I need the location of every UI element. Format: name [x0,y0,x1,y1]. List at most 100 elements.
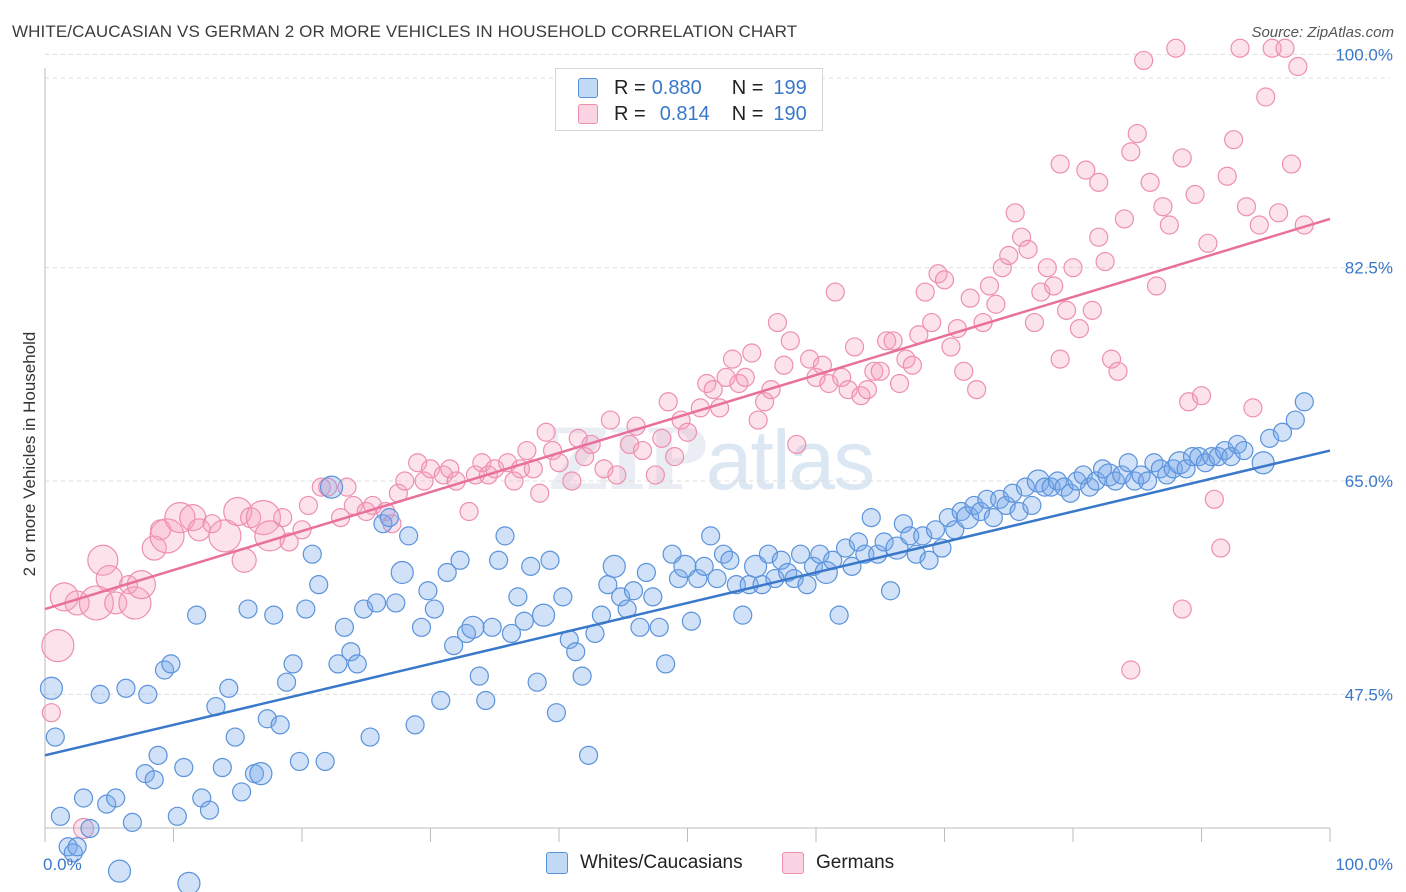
white-point [578,745,599,765]
white-point [379,508,399,528]
white-point [482,617,502,637]
german-point [536,422,556,442]
german-point [1114,209,1135,229]
white-point [848,532,869,552]
german-point [632,440,653,461]
white-point [192,788,212,808]
german-point [395,471,415,491]
german-point [1076,160,1096,180]
legend-n-label: N = [731,76,764,99]
white-point [797,575,817,595]
white-point [461,615,485,639]
german-point [1005,203,1025,223]
white-point [636,562,656,583]
white-point [418,581,438,601]
german-point [1211,538,1231,558]
white-point [90,684,110,704]
white-point [270,715,290,735]
legend-row-whites: R = 0.880 N = 199 [578,75,807,101]
german-point [1249,215,1269,235]
german-point [1230,38,1250,58]
german-point [49,582,79,612]
german-point [915,282,935,302]
legend-label-whites: Whites/Caucasians [580,852,743,873]
legend-r-label: R = [614,102,646,125]
german-point [87,544,119,576]
white-point [411,617,432,637]
white-point [309,575,329,595]
white-point [148,745,168,765]
white-point [386,593,406,613]
white-point [630,617,650,637]
white-point [501,623,522,644]
x-tick-label: 0.0% [43,855,82,874]
german-point [1140,172,1160,192]
german-point [677,422,698,442]
white-point [602,554,626,578]
legend-swatch-pink [782,852,804,874]
german-point [857,379,878,400]
legend-label-germans: Germans [816,852,895,873]
german-point [1121,660,1141,680]
legend-item-germans[interactable]: Germans [782,852,894,874]
white-point [790,544,811,564]
german-point [748,410,768,430]
white-point [138,684,158,704]
white-point [116,678,136,698]
german-point [703,379,723,400]
german-point [202,514,222,534]
white-point [1137,471,1158,491]
white-point [405,715,425,735]
white-point [1176,459,1196,479]
source-label: Source: ZipAtlas.com [1251,24,1394,41]
white-point [531,603,556,627]
german-point [1146,276,1167,296]
white-point [187,605,207,625]
trend-lines [44,217,1331,757]
german-point [735,367,755,388]
german-point [1050,349,1070,369]
white-point [249,762,273,786]
white-point [177,871,201,892]
legend-item-whites[interactable]: Whites/Caucasians [546,852,743,874]
german-point [941,337,961,357]
german-point [1050,154,1070,174]
german-point [78,585,115,621]
german-point [1159,215,1179,235]
german-point [607,465,627,485]
y-tick-label: 47.5% [1345,685,1393,704]
x-tick-label: 100.0% [1335,855,1393,874]
white-point [1285,410,1305,430]
white-point [1234,440,1254,461]
tick-labels: 47.5% 65.0% 82.5% 100.0% 0.0% 100.0% [43,45,1393,874]
legend-n-value: 190 [773,102,807,125]
german-point [41,629,75,663]
chart-title: WHITE/CAUCASIAN VS GERMAN 2 OR MORE VEHI… [12,22,798,41]
white-point [444,636,464,656]
white-point [527,672,547,692]
german-point [1056,300,1077,320]
white-point [572,666,592,686]
white-point [540,550,560,570]
white-point [874,532,894,552]
german-point [658,392,678,412]
german-point [922,312,942,333]
white-point [1060,483,1081,503]
white-point [476,690,496,711]
white-point [315,751,335,772]
whites-trend-line [44,449,1331,757]
white-point [720,550,740,570]
white-point [489,550,509,570]
german-point [1024,312,1045,333]
german-point [337,477,357,497]
german-point [1281,154,1302,174]
legend-r-value: 0.814 [659,102,710,125]
german-point [665,447,685,467]
german-point [1095,251,1115,272]
german-point [223,496,253,527]
german-point [780,331,800,351]
white-point [366,593,387,613]
white-point [238,599,258,619]
german-point [1275,38,1295,58]
german-point [1268,203,1289,223]
